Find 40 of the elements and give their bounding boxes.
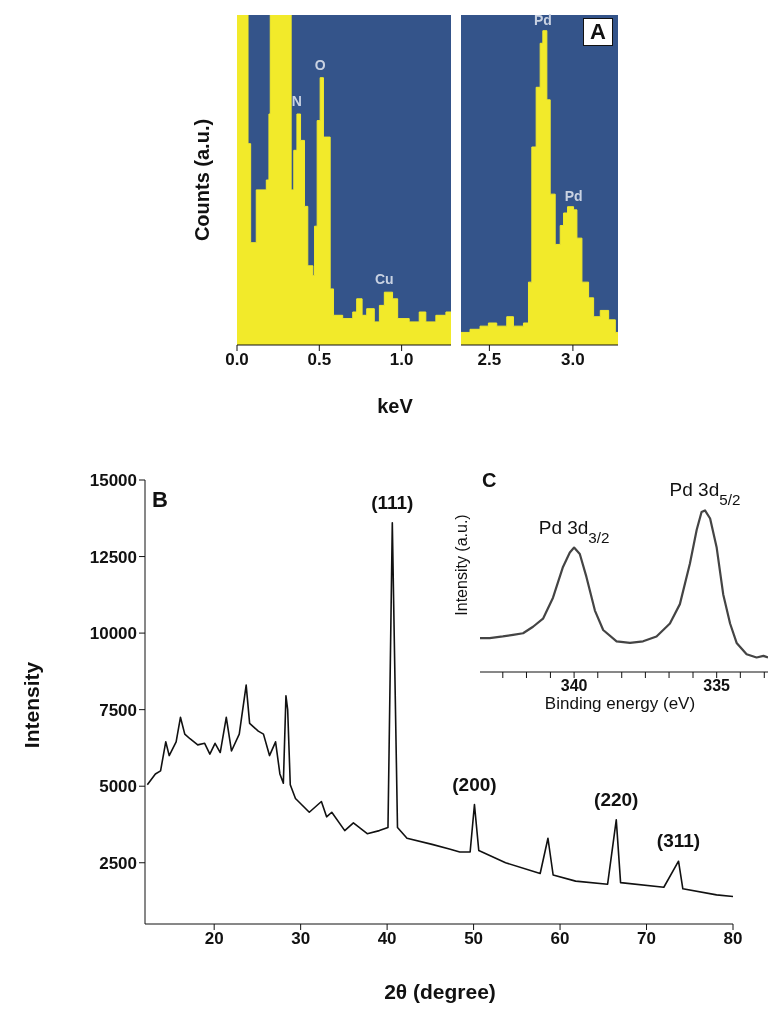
x-tick-label: 40 [377, 929, 397, 949]
annotation: (200) [452, 773, 497, 795]
annotation: Pd 3d$_{3/2}$ [538, 516, 610, 546]
x-tick-label: 340 [560, 677, 588, 695]
annotation: Pd [533, 11, 552, 28]
y-tick-label: 2500 [99, 853, 137, 873]
y-tick-label: 7500 [99, 700, 137, 720]
annotation: B [152, 487, 168, 514]
annotation: (220) [594, 788, 639, 810]
annotation: A [583, 18, 613, 47]
x-axis-title: 2θ (degree) [384, 980, 496, 1004]
x-tick-label: 50 [464, 929, 484, 949]
x-tick-label: 60 [550, 929, 570, 949]
y-axis-title: Intensity [20, 661, 44, 749]
annotation: Pd [564, 187, 583, 204]
y-tick-label: 12500 [89, 547, 137, 567]
x-tick-label: 20 [204, 929, 224, 949]
x-tick-label: 3.0 [561, 350, 585, 370]
x-tick-label: 1.0 [389, 350, 414, 370]
annotation: (311) [656, 830, 701, 852]
annotation: C [482, 468, 497, 492]
y-axis-title: Counts (a.u.) [190, 118, 214, 242]
x-axis-title: keV [377, 395, 413, 418]
x-tick-label: 80 [723, 929, 743, 949]
y-tick-label: 10000 [89, 624, 137, 644]
y-axis-title: Intensity (a.u.) [453, 514, 471, 616]
y-tick-label: 15000 [89, 471, 137, 491]
annotation: O [314, 56, 326, 73]
annotation: Cu [374, 271, 394, 288]
y-tick-label: 5000 [99, 777, 137, 797]
x-tick-label: 0.5 [307, 350, 332, 370]
annotation: Pd 3d$_{5/2}$ [669, 479, 741, 508]
x-tick-label: 0.0 [225, 350, 249, 370]
annotation: N [291, 93, 302, 109]
x-tick-label: 2.5 [477, 350, 502, 370]
x-axis-title: Binding energy (eV) [544, 694, 696, 714]
annotation: (111) [371, 491, 414, 513]
x-tick-label: 70 [637, 929, 656, 949]
x-tick-label: 335 [703, 677, 731, 695]
x-tick-label: 30 [291, 929, 311, 949]
